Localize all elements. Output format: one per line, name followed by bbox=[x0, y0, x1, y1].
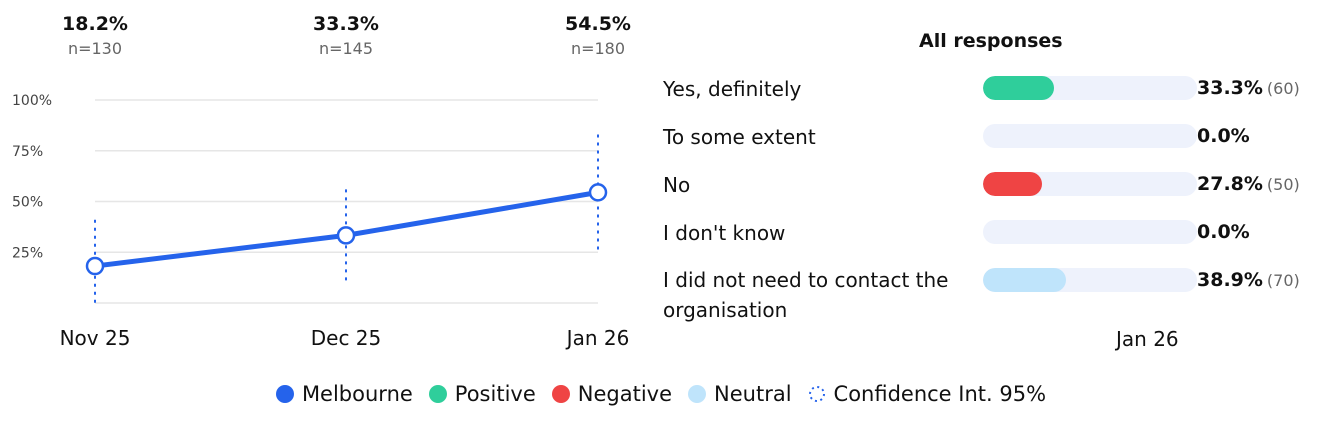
top-value-label: 18.2% bbox=[62, 13, 128, 35]
legend-label: Melbourne bbox=[301, 382, 413, 406]
response-value: 27.8% (50) bbox=[1197, 173, 1300, 195]
legend-label: Negative bbox=[577, 382, 673, 406]
top-value-label: 33.3% bbox=[313, 13, 379, 35]
response-label: Yes, definitely bbox=[663, 77, 802, 101]
response-label: I did not need to contact the organisati… bbox=[663, 268, 949, 322]
x-tick-label: Dec 25 bbox=[311, 326, 382, 350]
data-point bbox=[336, 226, 356, 245]
response-value: 0.0% bbox=[1197, 125, 1250, 147]
y-tick-label: 75% bbox=[12, 144, 43, 160]
y-tick-label: 100% bbox=[12, 93, 52, 109]
all-responses-panel: All responses Yes, definitely 33.3% (60) To… bbox=[640, 0, 1322, 360]
data-point bbox=[588, 183, 608, 202]
response-value: 33.3% (60) bbox=[1197, 77, 1300, 99]
sample-size-label: n=180 bbox=[571, 39, 625, 58]
legend-item: Melbourne bbox=[275, 382, 413, 406]
bar-track bbox=[983, 124, 1197, 148]
y-tick-label: 50% bbox=[12, 195, 43, 211]
legend-item: Confidence Int. 95% bbox=[808, 382, 1047, 406]
melbourne-trend-chart: 100% 75% 50% 25% 18.2% n=130 33.3% n=145 54.5% n=… bbox=[12, 13, 631, 350]
legend-swatch bbox=[688, 385, 707, 403]
legend-swatch bbox=[551, 385, 570, 403]
legend-item: Positive bbox=[428, 382, 536, 406]
x-tick-label: Jan 26 bbox=[565, 326, 630, 350]
chart-legend: Melbourne Positive Negative Neutral Confiden… bbox=[0, 374, 1322, 414]
response-count: (50) bbox=[1266, 175, 1300, 194]
data-point bbox=[85, 256, 105, 276]
legend-swatch bbox=[428, 385, 447, 403]
legend-swatch bbox=[275, 385, 294, 403]
top-value-label: 54.5% bbox=[565, 13, 631, 35]
bar-track bbox=[983, 76, 1197, 100]
response-label: To some extent bbox=[663, 125, 816, 149]
legend-label: Neutral bbox=[714, 382, 792, 406]
legend-label: Confidence Int. 95% bbox=[833, 382, 1047, 406]
response-value: 0.0% bbox=[1197, 221, 1250, 243]
panel-title: All responses bbox=[919, 30, 1063, 52]
response-count: (60) bbox=[1266, 79, 1300, 98]
response-label: No bbox=[663, 173, 691, 197]
y-tick-label: 25% bbox=[12, 245, 43, 261]
bar-fill-negative bbox=[983, 172, 1043, 196]
response-value: 38.9% (70) bbox=[1197, 269, 1300, 291]
legend-item: Neutral bbox=[688, 382, 792, 406]
bar-fill-positive bbox=[983, 76, 1055, 100]
dotted-circle-icon bbox=[808, 385, 826, 403]
response-label: I don't know bbox=[663, 221, 786, 245]
bar-track bbox=[983, 172, 1197, 196]
response-count: (70) bbox=[1266, 271, 1300, 290]
legend-label: Positive bbox=[454, 382, 536, 406]
sample-size-label: n=130 bbox=[68, 39, 122, 58]
x-tick-label: Nov 25 bbox=[60, 326, 131, 350]
bar-fill-neutral bbox=[983, 268, 1067, 292]
bar-track bbox=[983, 220, 1197, 244]
panel-x-label: Jan 26 bbox=[1116, 327, 1179, 351]
bar-track bbox=[983, 268, 1197, 292]
sample-size-label: n=145 bbox=[319, 39, 373, 58]
legend-item: Negative bbox=[551, 382, 673, 406]
